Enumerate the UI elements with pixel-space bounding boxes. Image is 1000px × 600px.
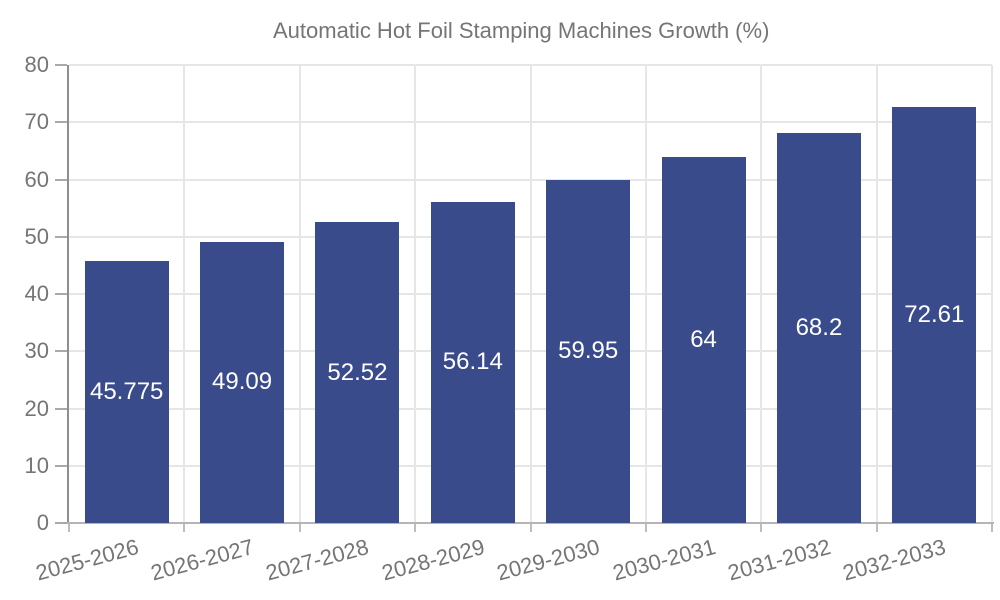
- legend-item[interactable]: Automatic Hot Foil Stamping Machines Gro…: [180, 18, 769, 44]
- y-axis-tick: [55, 121, 67, 124]
- y-axis-tick-label: 70: [24, 109, 49, 135]
- bar-2029-2030: [546, 179, 631, 523]
- bar-value-label: 59.95: [558, 337, 619, 365]
- bar-value-label: 72.61: [904, 301, 965, 329]
- y-axis-tick-label: 80: [24, 52, 49, 77]
- x-axis-tick: [414, 523, 417, 532]
- bar-2025-2026: [84, 260, 169, 523]
- bar-2026-2027: [200, 241, 285, 523]
- y-axis-tick: [55, 64, 67, 66]
- y-axis-tick-label: 20: [24, 395, 49, 421]
- y-axis-tick-label: 60: [24, 166, 49, 192]
- bar-2027-2028: [315, 222, 400, 523]
- gridline: [529, 65, 532, 523]
- y-axis-tick-label: 0: [36, 510, 49, 535]
- y-axis-tick-label: 50: [24, 223, 49, 249]
- gridline: [991, 65, 993, 523]
- x-axis-tick: [183, 523, 186, 532]
- x-axis-tick: [529, 523, 532, 532]
- bar-2032-2033: [892, 107, 977, 523]
- y-axis-tick: [55, 407, 67, 410]
- x-axis-tick: [68, 523, 70, 532]
- bar-2030-2031: [661, 156, 746, 523]
- y-axis-line: [67, 65, 69, 523]
- plot-area: 0 10 20 30 40 50 60 70 80 45.775 2025-2026 49.09 202…: [25, 53, 994, 585]
- x-axis-tick: [760, 523, 763, 532]
- y-axis-tick: [55, 235, 67, 238]
- bar-2031-2032: [776, 132, 861, 523]
- y-axis-tick: [55, 350, 67, 353]
- bar-2028-2029: [430, 201, 515, 523]
- y-axis-tick: [55, 293, 67, 295]
- y-axis-tick-label: 40: [24, 281, 49, 306]
- gridline: [760, 65, 763, 523]
- bar-value-label: 68.2: [795, 313, 843, 341]
- legend-label: Automatic Hot Foil Stamping Machines Gro…: [273, 18, 770, 43]
- y-axis-tick-label: 30: [24, 338, 49, 364]
- x-axis-tick: [644, 523, 647, 532]
- bar-value-label: 64: [690, 325, 717, 353]
- x-axis-tick: [298, 523, 301, 532]
- x-axis-tick: [991, 523, 993, 532]
- x-axis-tick: [875, 523, 878, 532]
- x-axis-line: [67, 522, 994, 524]
- bar-value-label: 49.09: [212, 368, 273, 396]
- y-axis-tick: [55, 178, 67, 181]
- gridline: [183, 65, 186, 523]
- bar-value-label: 52.52: [327, 358, 388, 386]
- gridline: [875, 65, 878, 523]
- y-axis-tick-label: 10: [24, 452, 49, 478]
- gridline: [414, 65, 417, 523]
- legend-swatch: [180, 20, 262, 43]
- gridline: [298, 65, 301, 523]
- bar-value-label: 56.14: [442, 348, 503, 376]
- gridline: [644, 65, 647, 523]
- bar-value-label: 45.775: [89, 377, 164, 405]
- y-axis-tick: [55, 522, 67, 524]
- y-axis-tick: [55, 464, 67, 467]
